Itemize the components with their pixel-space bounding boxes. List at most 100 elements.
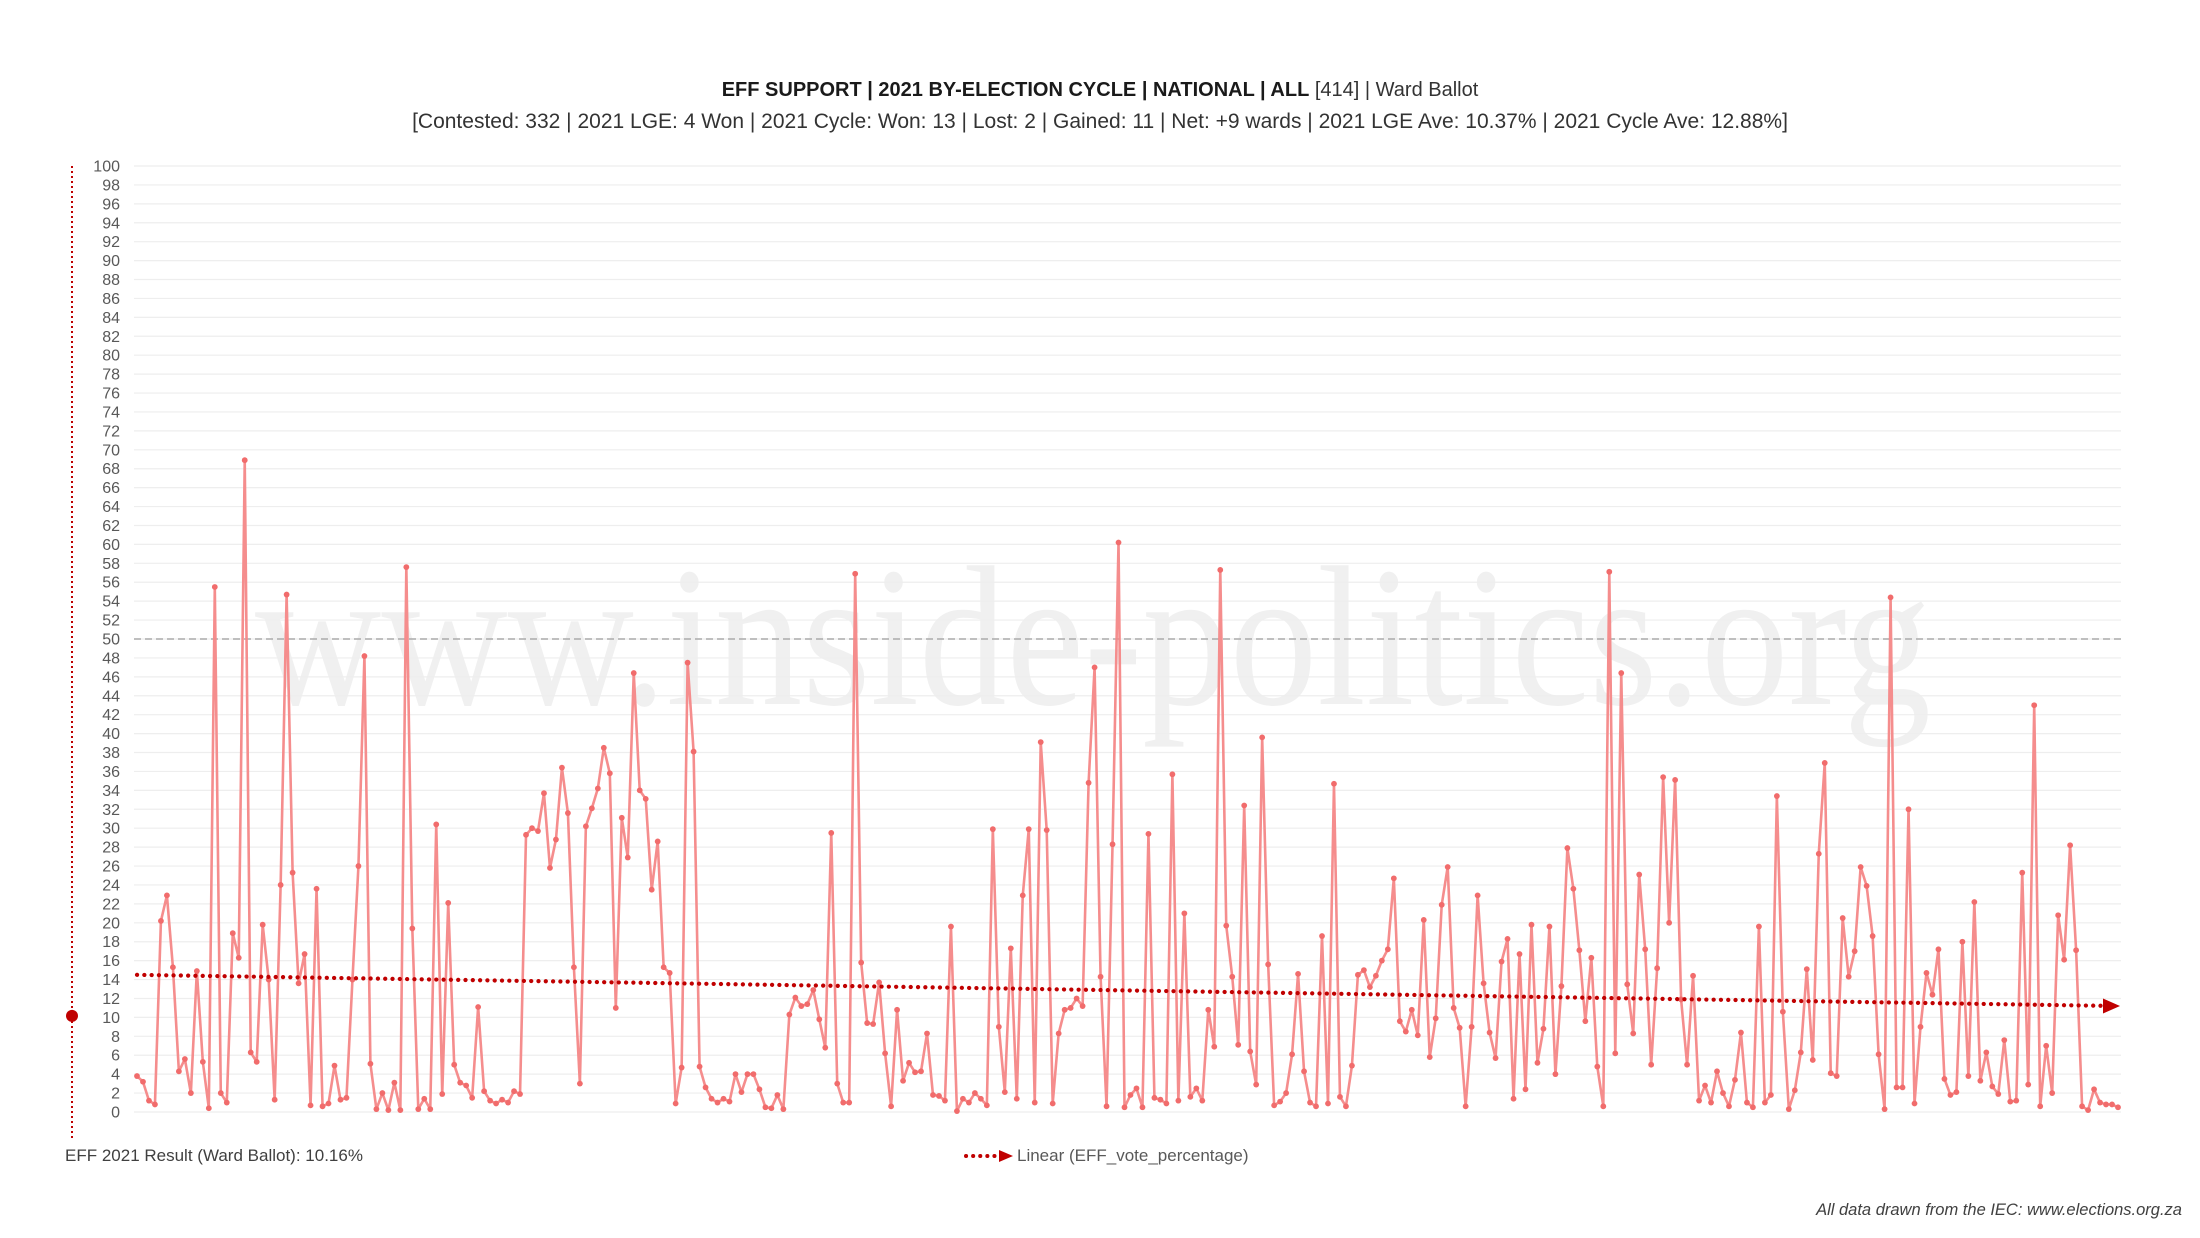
data-point — [1540, 1025, 1547, 1032]
data-point — [822, 1044, 829, 1051]
data-point — [187, 1090, 194, 1096]
data-point — [1223, 922, 1230, 929]
data-point — [1546, 923, 1553, 930]
data-point — [966, 1099, 972, 1106]
source-note: All data drawn from the IEC: www.electio… — [1816, 1201, 2182, 1219]
y-tick-label: 16 — [102, 953, 120, 970]
data-point — [1983, 1049, 1990, 1056]
data-point — [373, 1106, 380, 1113]
data-point — [427, 1106, 434, 1113]
data-point — [924, 1030, 930, 1037]
data-point — [229, 930, 236, 937]
gridlines — [134, 165, 2121, 1113]
legend-trendline-icon — [964, 1150, 1013, 1162]
data-point — [134, 1073, 140, 1079]
data-point — [1265, 961, 1272, 968]
data-point — [846, 1099, 853, 1106]
data-point — [630, 670, 637, 676]
data-point — [553, 836, 559, 843]
data-point — [1175, 1097, 1182, 1104]
data-point — [1462, 1103, 1469, 1110]
data-point — [1857, 864, 1864, 870]
data-point — [1307, 1099, 1313, 1106]
data-point — [1151, 1094, 1158, 1101]
data-point — [445, 900, 452, 906]
data-point — [642, 795, 649, 802]
y-tick-label: 72 — [102, 423, 120, 440]
data-point — [271, 1096, 278, 1103]
data-point — [367, 1060, 374, 1067]
y-tick-label: 30 — [102, 821, 120, 838]
data-point — [936, 1093, 942, 1099]
y-tick-label: 14 — [102, 972, 120, 989]
data-point — [1953, 1089, 1960, 1096]
y-tick-label: 62 — [102, 518, 120, 535]
data-point — [1863, 883, 1870, 889]
y-tick-label: 76 — [102, 386, 120, 403]
trend-line — [134, 972, 2107, 1008]
data-point — [241, 457, 248, 464]
data-point — [702, 1084, 709, 1091]
data-point — [277, 882, 284, 888]
data-point — [217, 1090, 224, 1096]
chart-title-count: [414] | Ward Ballot — [1314, 79, 1479, 101]
data-point — [1402, 1028, 1409, 1035]
data-point — [1229, 973, 1236, 980]
data-point — [594, 785, 601, 792]
data-point — [181, 1056, 188, 1062]
data-point — [565, 810, 571, 816]
trendline-layer — [134, 972, 2120, 1014]
data-point — [1283, 1090, 1289, 1096]
data-point — [535, 828, 541, 834]
data-point — [529, 825, 535, 832]
data-point — [1624, 981, 1631, 988]
data-point — [1211, 1043, 1218, 1050]
data-point — [612, 1005, 619, 1011]
data-point — [900, 1077, 906, 1084]
data-point — [1444, 864, 1451, 870]
data-point — [1289, 1051, 1295, 1058]
data-point — [1761, 1099, 1768, 1106]
data-point — [439, 1091, 446, 1097]
data-point — [672, 1100, 679, 1107]
data-point — [493, 1100, 499, 1107]
data-point — [726, 1098, 733, 1105]
series-eff-vote-percentage — [134, 457, 2121, 1114]
data-point — [301, 951, 308, 957]
data-point — [1247, 1048, 1254, 1055]
y-tick-label: 56 — [102, 575, 120, 592]
data-point — [942, 1097, 948, 1104]
data-point — [870, 1021, 877, 1027]
data-point — [1372, 972, 1379, 979]
data-point — [1169, 771, 1176, 778]
y-tick-label: 78 — [102, 367, 120, 384]
y-tick-label: 26 — [102, 859, 120, 876]
y-tick-label: 88 — [102, 272, 120, 289]
data-point — [971, 1090, 978, 1096]
data-point — [2103, 1101, 2109, 1108]
data-point — [307, 1102, 314, 1109]
data-point — [912, 1069, 918, 1076]
data-point — [2031, 702, 2038, 709]
data-point — [1630, 1030, 1637, 1037]
chart-title: EFF SUPPORT | 2021 BY-ELECTION CYCLE | N… — [0, 78, 2200, 102]
data-point — [235, 954, 242, 961]
y-tick-label: 34 — [102, 783, 120, 800]
data-point — [2079, 1103, 2085, 1110]
data-point — [1959, 938, 1966, 945]
data-point — [247, 1049, 254, 1056]
data-point — [1714, 1068, 1720, 1075]
y-tick-label: 60 — [102, 537, 120, 554]
data-point — [1313, 1103, 1319, 1110]
data-point — [977, 1095, 984, 1102]
data-point — [1684, 1061, 1690, 1068]
y-tick-label: 50 — [102, 632, 120, 649]
data-point — [1941, 1075, 1948, 1082]
data-point — [636, 787, 643, 794]
y-tick-label: 54 — [102, 594, 120, 611]
data-point — [481, 1088, 488, 1095]
data-point — [1474, 892, 1481, 899]
data-point — [1582, 1018, 1589, 1025]
data-point — [954, 1108, 960, 1114]
data-point — [792, 994, 799, 1001]
